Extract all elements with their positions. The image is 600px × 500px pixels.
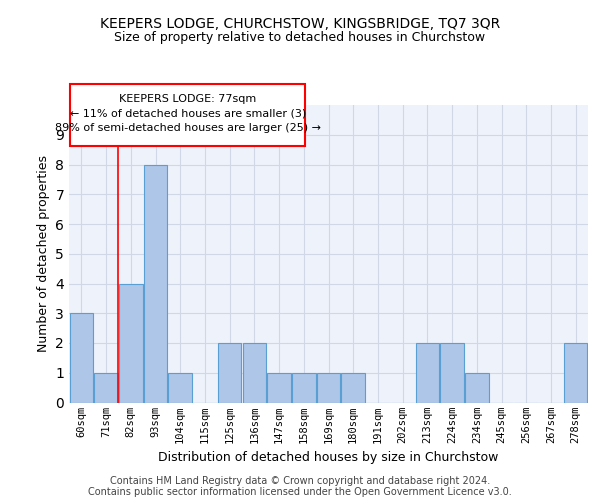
Bar [341, 373, 365, 402]
Text: KEEPERS LODGE: 77sqm
← 11% of detached houses are smaller (3)
89% of semi-detach: KEEPERS LODGE: 77sqm ← 11% of detached h… [55, 94, 320, 132]
Bar [440, 343, 464, 402]
Bar [169, 373, 192, 402]
Bar [94, 373, 118, 402]
Text: Size of property relative to detached houses in Churchstow: Size of property relative to detached ho… [115, 31, 485, 44]
Bar [292, 373, 316, 402]
Bar [465, 373, 488, 402]
Bar [218, 343, 241, 402]
Text: Contains HM Land Registry data © Crown copyright and database right 2024.: Contains HM Land Registry data © Crown c… [110, 476, 490, 486]
Bar [317, 373, 340, 402]
FancyBboxPatch shape [70, 84, 305, 146]
Bar [242, 343, 266, 402]
Text: Contains public sector information licensed under the Open Government Licence v3: Contains public sector information licen… [88, 487, 512, 497]
Bar [70, 313, 93, 402]
Y-axis label: Number of detached properties: Number of detached properties [37, 155, 50, 352]
Bar [268, 373, 291, 402]
Bar [144, 164, 167, 402]
Bar [416, 343, 439, 402]
Bar [119, 284, 143, 403]
Text: KEEPERS LODGE, CHURCHSTOW, KINGSBRIDGE, TQ7 3QR: KEEPERS LODGE, CHURCHSTOW, KINGSBRIDGE, … [100, 18, 500, 32]
X-axis label: Distribution of detached houses by size in Churchstow: Distribution of detached houses by size … [158, 451, 499, 464]
Bar [564, 343, 587, 402]
